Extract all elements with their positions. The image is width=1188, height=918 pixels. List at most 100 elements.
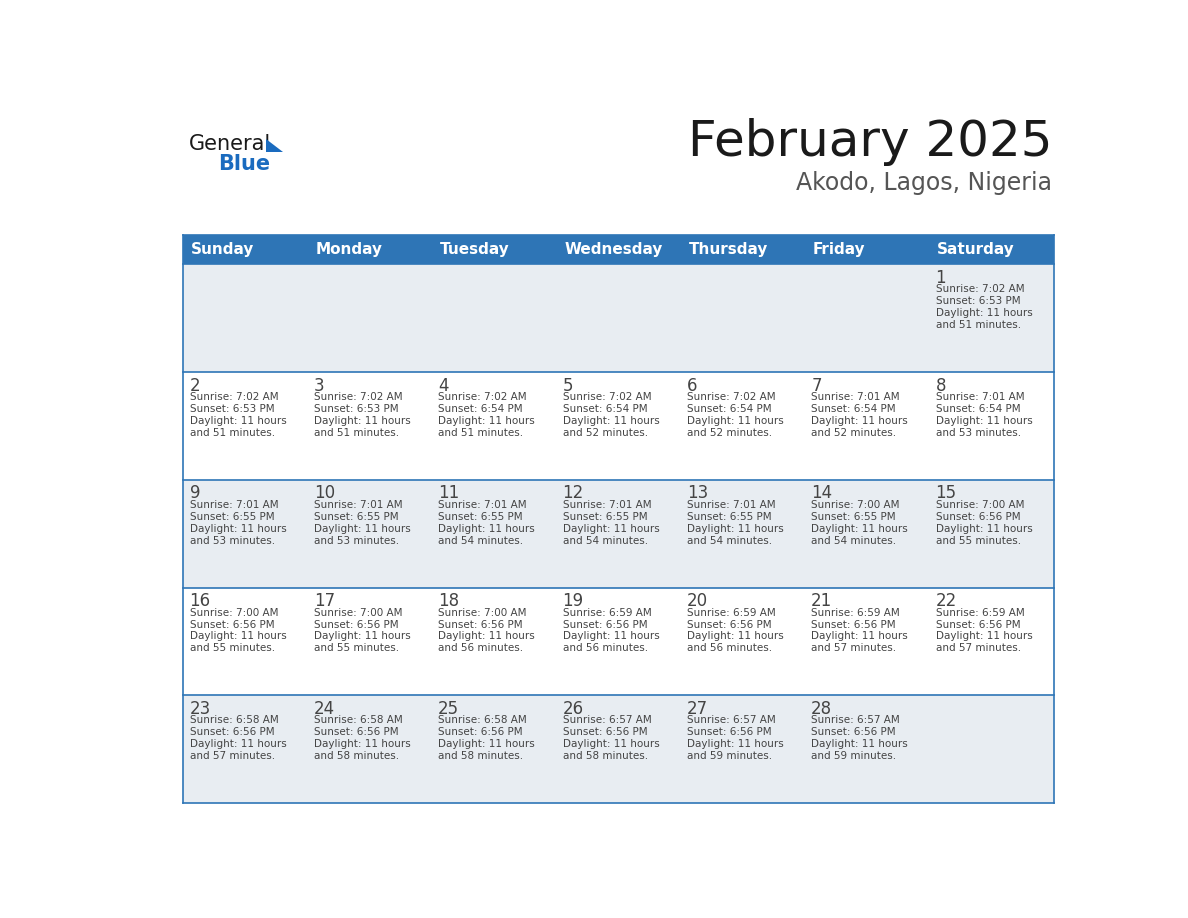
Text: Sunrise: 7:01 AM: Sunrise: 7:01 AM: [687, 499, 776, 509]
Text: and 53 minutes.: and 53 minutes.: [190, 535, 274, 545]
Text: Daylight: 11 hours: Daylight: 11 hours: [936, 416, 1032, 426]
Text: Sunday: Sunday: [191, 242, 254, 257]
Text: 24: 24: [314, 700, 335, 718]
Text: Daylight: 11 hours: Daylight: 11 hours: [936, 308, 1032, 318]
Text: Sunrise: 7:02 AM: Sunrise: 7:02 AM: [687, 392, 776, 402]
Text: and 53 minutes.: and 53 minutes.: [936, 428, 1020, 438]
Text: Sunrise: 6:58 AM: Sunrise: 6:58 AM: [314, 715, 403, 725]
Bar: [183, 264, 1054, 372]
Text: 12: 12: [563, 485, 583, 502]
Text: and 58 minutes.: and 58 minutes.: [314, 751, 399, 761]
Text: Sunset: 6:56 PM: Sunset: 6:56 PM: [936, 511, 1020, 521]
Text: Sunrise: 7:00 AM: Sunrise: 7:00 AM: [190, 608, 278, 618]
Text: 3: 3: [314, 376, 324, 395]
Polygon shape: [266, 140, 284, 151]
Text: Sunset: 6:55 PM: Sunset: 6:55 PM: [563, 511, 647, 521]
Text: Sunrise: 7:00 AM: Sunrise: 7:00 AM: [811, 499, 899, 509]
Text: Sunrise: 7:02 AM: Sunrise: 7:02 AM: [438, 392, 526, 402]
Text: and 58 minutes.: and 58 minutes.: [563, 751, 647, 761]
Text: Sunset: 6:53 PM: Sunset: 6:53 PM: [314, 404, 398, 414]
Text: Sunrise: 6:57 AM: Sunrise: 6:57 AM: [811, 715, 901, 725]
Text: Daylight: 11 hours: Daylight: 11 hours: [563, 416, 659, 426]
Text: February 2025: February 2025: [688, 118, 1053, 166]
Text: 2: 2: [190, 376, 201, 395]
Bar: [183, 372, 1054, 480]
Text: Thursday: Thursday: [689, 242, 767, 257]
Text: Daylight: 11 hours: Daylight: 11 hours: [936, 523, 1032, 533]
Text: Daylight: 11 hours: Daylight: 11 hours: [811, 632, 908, 642]
Text: Sunset: 6:56 PM: Sunset: 6:56 PM: [936, 620, 1020, 630]
Text: Sunset: 6:53 PM: Sunset: 6:53 PM: [190, 404, 274, 414]
Text: Sunset: 6:55 PM: Sunset: 6:55 PM: [190, 511, 274, 521]
Text: Sunset: 6:54 PM: Sunset: 6:54 PM: [563, 404, 647, 414]
Text: 5: 5: [563, 376, 573, 395]
Bar: [183, 235, 1054, 264]
Text: General: General: [189, 134, 271, 154]
Text: and 51 minutes.: and 51 minutes.: [936, 320, 1020, 330]
Text: and 55 minutes.: and 55 minutes.: [190, 644, 274, 654]
Text: Sunrise: 6:59 AM: Sunrise: 6:59 AM: [936, 608, 1024, 618]
Text: 1: 1: [936, 269, 946, 286]
Text: 27: 27: [687, 700, 708, 718]
Text: Sunset: 6:56 PM: Sunset: 6:56 PM: [190, 727, 274, 737]
Text: 13: 13: [687, 485, 708, 502]
Text: Sunset: 6:56 PM: Sunset: 6:56 PM: [687, 620, 771, 630]
Text: Daylight: 11 hours: Daylight: 11 hours: [811, 416, 908, 426]
Text: 18: 18: [438, 592, 460, 610]
Text: and 59 minutes.: and 59 minutes.: [687, 751, 772, 761]
Text: Daylight: 11 hours: Daylight: 11 hours: [687, 523, 784, 533]
Text: and 56 minutes.: and 56 minutes.: [438, 644, 524, 654]
Text: and 54 minutes.: and 54 minutes.: [811, 535, 897, 545]
Text: and 57 minutes.: and 57 minutes.: [190, 751, 274, 761]
Text: Daylight: 11 hours: Daylight: 11 hours: [314, 416, 411, 426]
Text: 8: 8: [936, 376, 946, 395]
Text: 26: 26: [563, 700, 583, 718]
Text: Sunrise: 7:00 AM: Sunrise: 7:00 AM: [438, 608, 526, 618]
Text: Sunset: 6:56 PM: Sunset: 6:56 PM: [438, 620, 523, 630]
Text: Sunrise: 7:01 AM: Sunrise: 7:01 AM: [438, 499, 526, 509]
Text: and 55 minutes.: and 55 minutes.: [936, 535, 1020, 545]
Text: and 51 minutes.: and 51 minutes.: [314, 428, 399, 438]
Text: Daylight: 11 hours: Daylight: 11 hours: [563, 632, 659, 642]
Text: 14: 14: [811, 485, 833, 502]
Text: Saturday: Saturday: [937, 242, 1015, 257]
Text: Daylight: 11 hours: Daylight: 11 hours: [811, 523, 908, 533]
Text: 23: 23: [190, 700, 210, 718]
Text: and 51 minutes.: and 51 minutes.: [438, 428, 524, 438]
Text: Sunset: 6:54 PM: Sunset: 6:54 PM: [936, 404, 1020, 414]
Text: Sunset: 6:55 PM: Sunset: 6:55 PM: [811, 511, 896, 521]
Text: Sunset: 6:54 PM: Sunset: 6:54 PM: [811, 404, 896, 414]
Text: and 57 minutes.: and 57 minutes.: [936, 644, 1020, 654]
Text: 7: 7: [811, 376, 822, 395]
Text: Sunset: 6:56 PM: Sunset: 6:56 PM: [687, 727, 771, 737]
Text: Sunset: 6:56 PM: Sunset: 6:56 PM: [438, 727, 523, 737]
Text: 10: 10: [314, 485, 335, 502]
Text: Daylight: 11 hours: Daylight: 11 hours: [563, 739, 659, 749]
Text: Sunrise: 7:01 AM: Sunrise: 7:01 AM: [190, 499, 278, 509]
Text: 16: 16: [190, 592, 210, 610]
Text: Sunset: 6:56 PM: Sunset: 6:56 PM: [811, 727, 896, 737]
Text: 4: 4: [438, 376, 449, 395]
Text: and 54 minutes.: and 54 minutes.: [687, 535, 772, 545]
Text: Blue: Blue: [219, 154, 271, 174]
Text: Sunrise: 6:58 AM: Sunrise: 6:58 AM: [190, 715, 278, 725]
Text: Daylight: 11 hours: Daylight: 11 hours: [314, 523, 411, 533]
Bar: [183, 480, 1054, 588]
Text: Daylight: 11 hours: Daylight: 11 hours: [314, 739, 411, 749]
Text: 21: 21: [811, 592, 833, 610]
Text: 9: 9: [190, 485, 200, 502]
Text: Sunrise: 7:02 AM: Sunrise: 7:02 AM: [190, 392, 278, 402]
Text: Sunrise: 7:01 AM: Sunrise: 7:01 AM: [811, 392, 899, 402]
Text: and 59 minutes.: and 59 minutes.: [811, 751, 897, 761]
Bar: [183, 695, 1054, 803]
Text: and 56 minutes.: and 56 minutes.: [563, 644, 647, 654]
Text: Daylight: 11 hours: Daylight: 11 hours: [314, 632, 411, 642]
Text: and 54 minutes.: and 54 minutes.: [438, 535, 524, 545]
Text: and 58 minutes.: and 58 minutes.: [438, 751, 524, 761]
Text: Sunrise: 7:01 AM: Sunrise: 7:01 AM: [314, 499, 403, 509]
Text: Sunrise: 6:57 AM: Sunrise: 6:57 AM: [563, 715, 651, 725]
Text: Sunset: 6:56 PM: Sunset: 6:56 PM: [563, 727, 647, 737]
Text: Daylight: 11 hours: Daylight: 11 hours: [190, 632, 286, 642]
Text: Sunset: 6:56 PM: Sunset: 6:56 PM: [314, 620, 398, 630]
Text: Daylight: 11 hours: Daylight: 11 hours: [438, 523, 535, 533]
